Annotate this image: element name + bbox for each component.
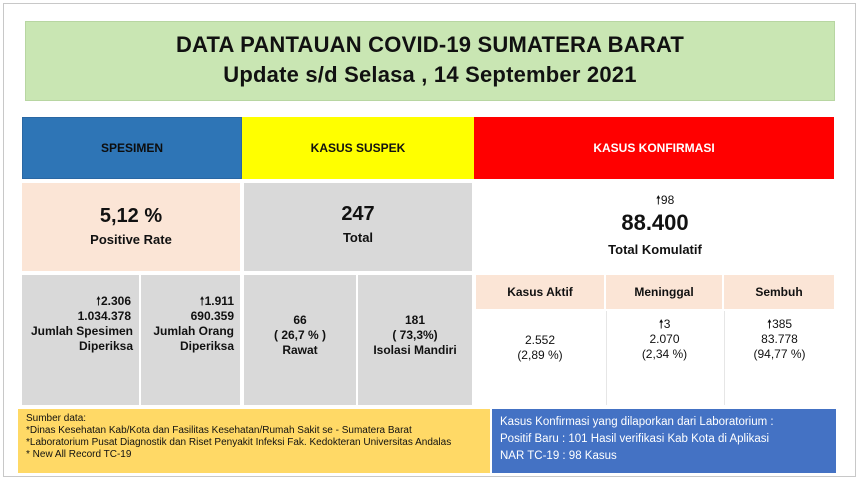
meninggal-percent: (2,34 %) xyxy=(641,347,688,361)
jumlah-spesimen-increase: 🠕2.306 xyxy=(95,294,131,308)
jumlah-orang-value: 690.359 xyxy=(190,309,234,323)
aktif-cell: 2.552 (2,89 %) xyxy=(476,311,604,405)
title-banner: DATA PANTAUAN COVID-19 SUMATERA BARAT Up… xyxy=(25,21,835,101)
aktif-header: Kasus Aktif xyxy=(476,275,604,309)
konfirmasi-total-label: Total Komulatif xyxy=(608,242,702,257)
meninggal-cell: 🠕3 2.070 (2,34 %) xyxy=(606,311,722,405)
jumlah-spesimen-label-2: Diperiksa xyxy=(78,339,133,353)
page-title: DATA PANTAUAN COVID-19 SUMATERA BARAT xyxy=(175,32,685,57)
jumlah-spesimen-cell: 🠕2.306 1.034.378 Jumlah Spesimen Diperik… xyxy=(22,275,139,405)
sources-line-2: *Laboratorium Pusat Diagnostik dan Riset… xyxy=(26,437,452,448)
up-arrow-icon: 🠕 xyxy=(95,294,101,308)
jumlah-spesimen-value: 1.034.378 xyxy=(77,309,131,323)
suspek-header: KASUS SUSPEK xyxy=(242,117,474,179)
spesimen-header-label: SPESIMEN xyxy=(100,141,163,155)
sources-box: Sumber data: *Dinas Kesehatan Kab/Kota d… xyxy=(18,409,490,473)
suspek-header-label: KASUS SUSPEK xyxy=(310,141,406,155)
rawat-cell: 66 ( 26,7 % ) Rawat xyxy=(244,275,356,405)
rawat-percent: ( 26,7 % ) xyxy=(273,328,327,342)
sembuh-header-label: Sembuh xyxy=(755,285,803,299)
sembuh-cell: 🠕385 83.778 (94,77 %) xyxy=(724,311,834,405)
info-box: Kasus Konfirmasi yang dilaporkan dari La… xyxy=(492,409,836,473)
jumlah-spesimen-label: Jumlah Spesimen xyxy=(30,324,133,338)
rawat-label: Rawat xyxy=(282,343,318,357)
meninggal-value: 2.070 xyxy=(649,332,680,346)
isolasi-value: 181 xyxy=(404,313,426,327)
positive-rate-label: Positive Rate xyxy=(90,232,172,247)
rawat-value: 66 xyxy=(293,313,307,327)
jumlah-orang-label: Jumlah Orang xyxy=(153,324,234,338)
up-arrow-icon: 🠕 xyxy=(766,317,773,331)
spesimen-header: SPESIMEN xyxy=(22,117,242,179)
isolasi-label: Isolasi Mandiri xyxy=(373,343,457,357)
isolasi-percent: ( 73,3%) xyxy=(392,328,438,342)
info-line-1: Kasus Konfirmasi yang dilaporkan dari La… xyxy=(500,416,774,428)
sembuh-value: 83.778 xyxy=(761,332,798,346)
konfirmasi-header: KASUS KONFIRMASI xyxy=(474,117,834,179)
jumlah-orang-cell: 🠕1.911 690.359 Jumlah Orang Diperiksa xyxy=(141,275,240,405)
up-arrow-icon: 🠕 xyxy=(199,294,205,308)
meninggal-header: Meninggal xyxy=(606,275,722,309)
sources-heading: Sumber data: xyxy=(26,413,87,424)
suspek-total-panel: 247 Total xyxy=(244,183,472,271)
meninggal-increase: 🠕3 xyxy=(658,317,671,331)
page-subtitle: Update s/d Selasa , 14 September 2021 xyxy=(223,62,637,87)
aktif-header-label: Kasus Aktif xyxy=(507,285,573,299)
meninggal-header-label: Meninggal xyxy=(634,285,694,299)
positive-rate-panel: 5,12 % Positive Rate xyxy=(22,183,240,271)
konfirmasi-increase: 🠕98 xyxy=(655,193,675,207)
sembuh-percent: (94,77 %) xyxy=(753,347,806,361)
sembuh-increase: 🠕385 xyxy=(766,317,793,331)
sources-line-1: *Dinas Kesehatan Kab/Kota dan Fasilitas … xyxy=(26,425,412,436)
sembuh-header: Sembuh xyxy=(724,275,834,309)
up-arrow-icon: 🠕 xyxy=(655,193,661,207)
up-arrow-icon: 🠕 xyxy=(658,317,664,331)
konfirmasi-total-value: 88.400 xyxy=(621,210,689,235)
jumlah-orang-label-2: Diperiksa xyxy=(179,339,234,353)
info-line-3: NAR TC-19 : 98 Kasus xyxy=(500,450,617,462)
info-line-2: Positif Baru : 101 Hasil verifikasi Kab … xyxy=(500,433,770,445)
isolasi-cell: 181 ( 73,3%) Isolasi Mandiri xyxy=(358,275,472,405)
sources-line-3: * New All Record TC-19 xyxy=(26,449,132,460)
konfirmasi-total-panel: 🠕98 88.400 Total Komulatif xyxy=(476,183,834,271)
aktif-value: 2.552 xyxy=(524,333,556,347)
positive-rate-value: 5,12 % xyxy=(99,205,163,227)
suspek-total-value: 247 xyxy=(341,203,375,225)
konfirmasi-header-label: KASUS KONFIRMASI xyxy=(593,141,715,155)
aktif-percent: (2,89 %) xyxy=(517,348,563,362)
suspek-total-label: Total xyxy=(342,230,374,245)
jumlah-orang-increase: 🠕1.911 xyxy=(199,294,234,308)
